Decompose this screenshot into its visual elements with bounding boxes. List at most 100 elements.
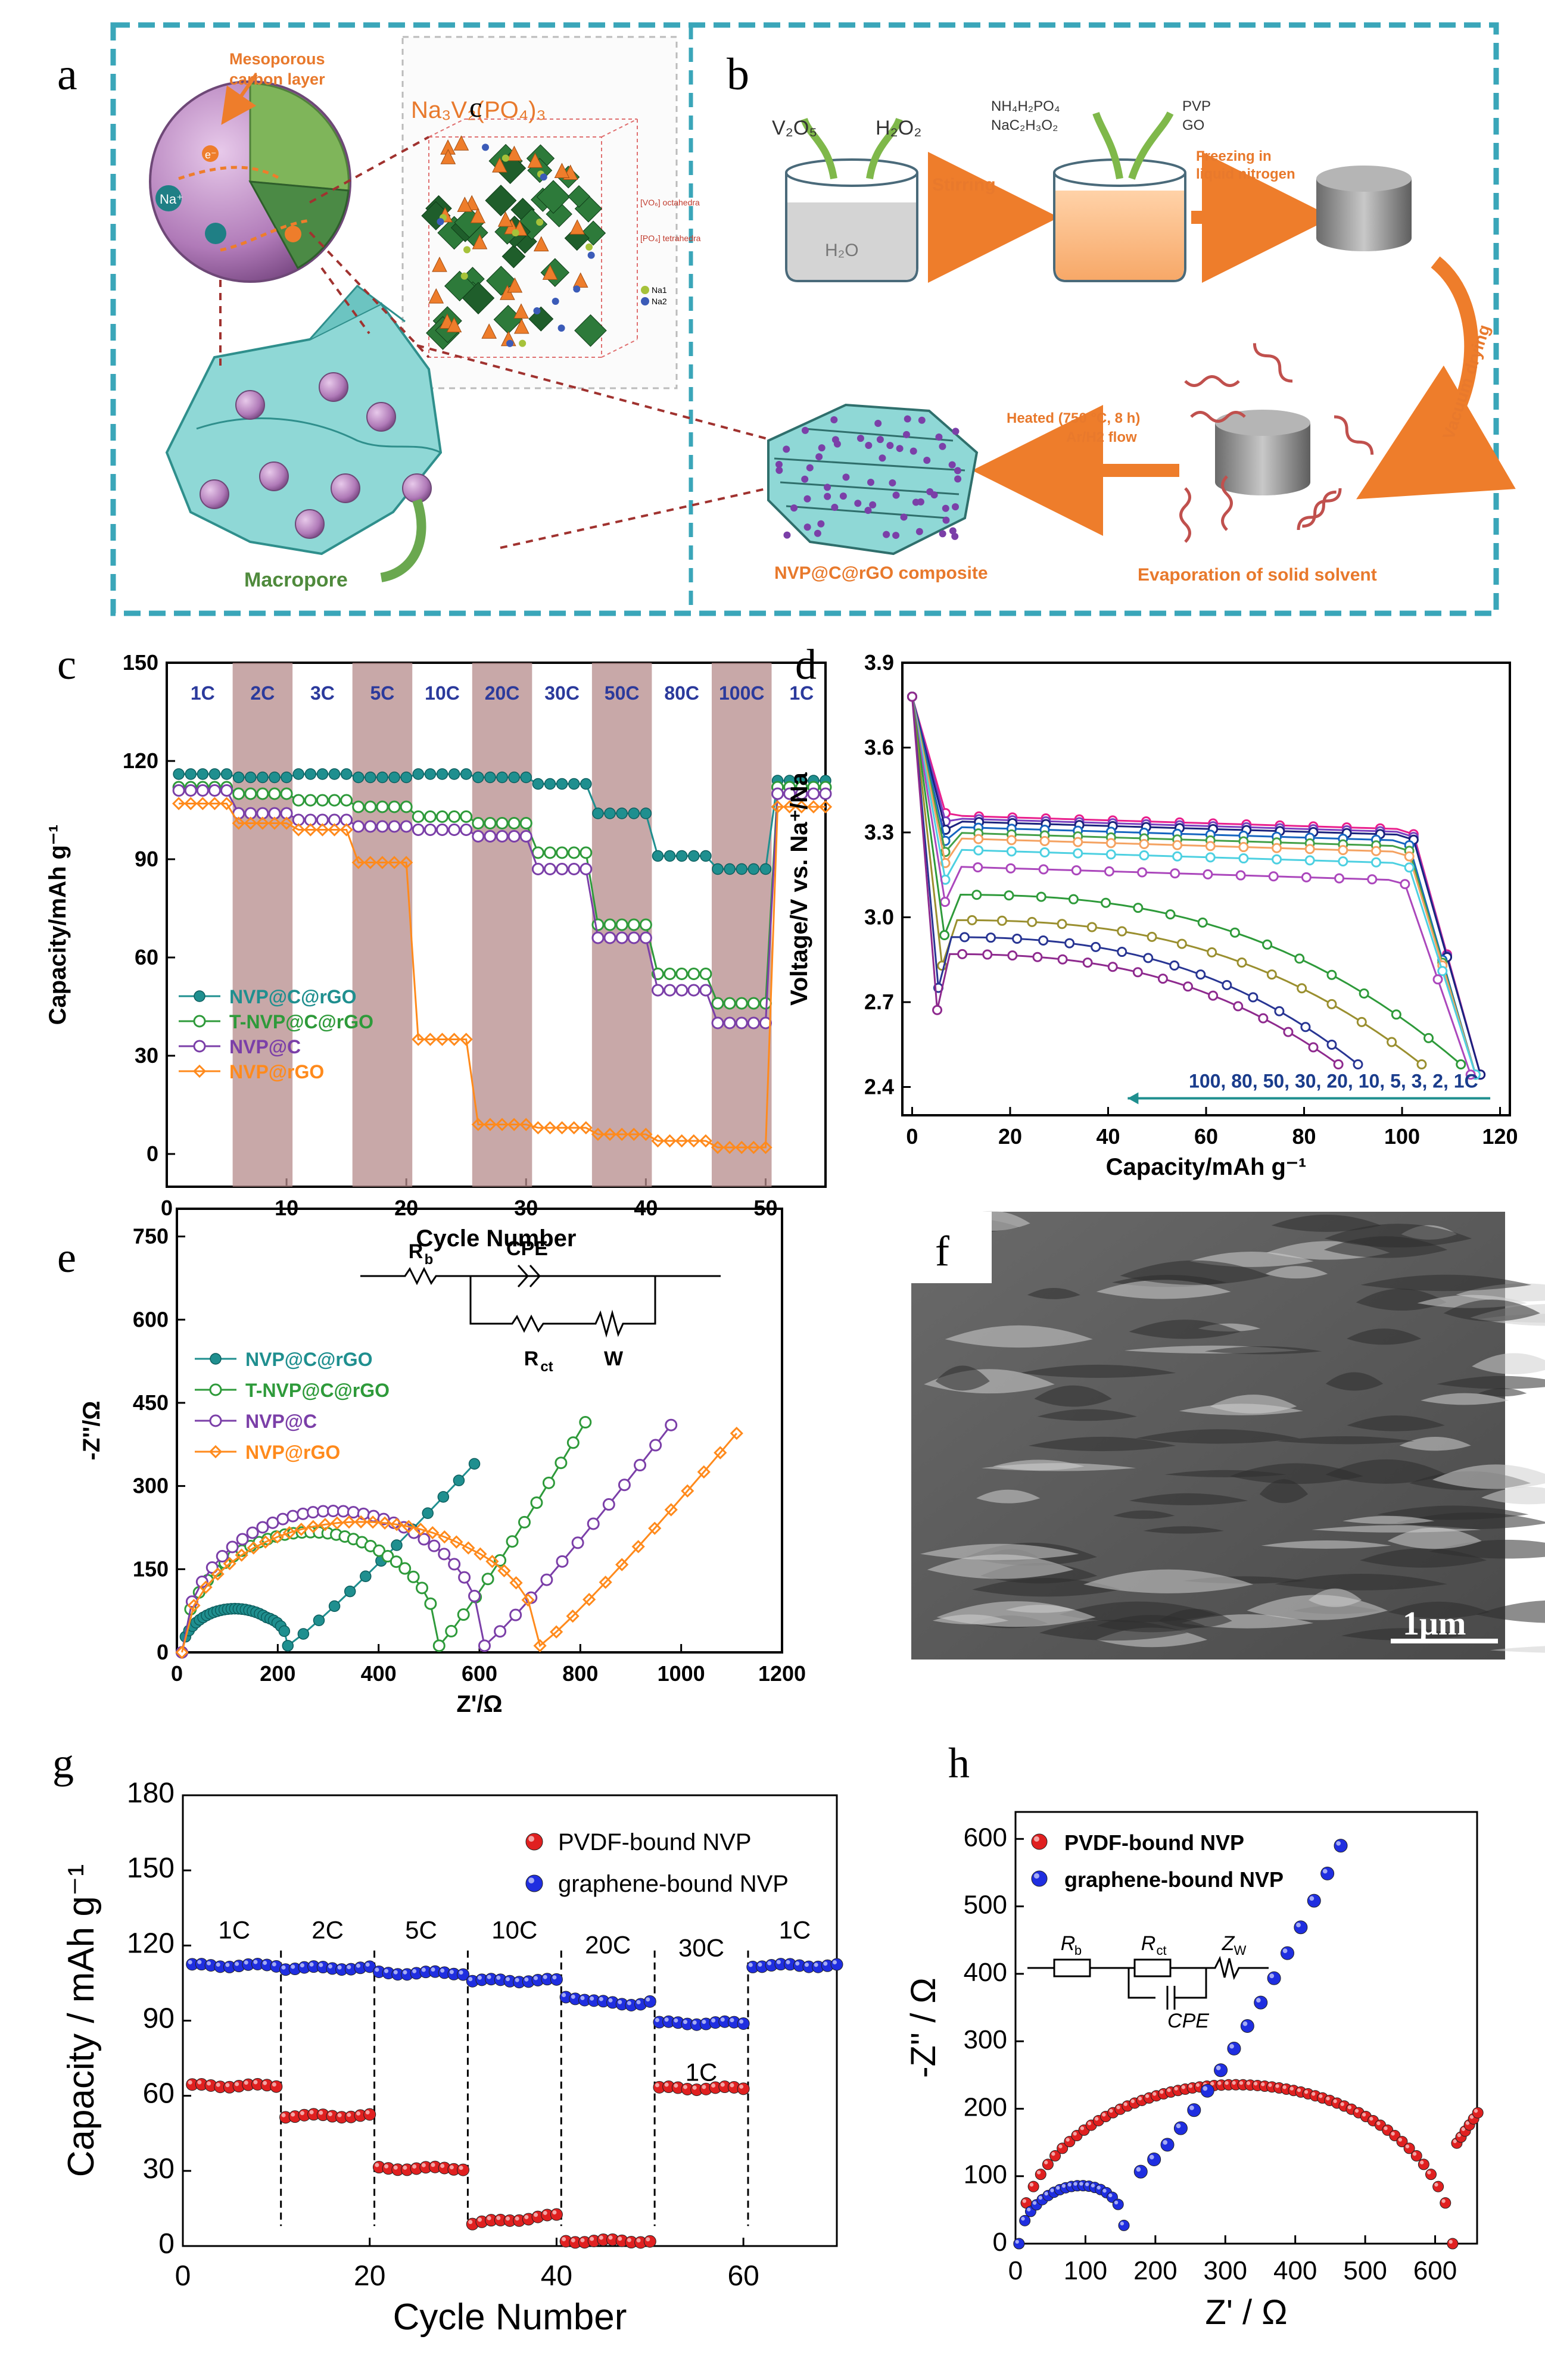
data-point [352, 771, 365, 784]
data-point-shine [590, 1996, 594, 2001]
data-point [603, 1127, 617, 1141]
data-point [806, 800, 821, 814]
v2o5-label: V₂O₅ [772, 117, 817, 139]
data-point [639, 931, 652, 944]
data-point-shine [627, 2001, 631, 2005]
po4-tetrahedron [481, 323, 497, 339]
composite-particle [918, 416, 926, 424]
data-point [364, 800, 377, 813]
discharge-curve [911, 696, 1462, 1065]
sem-flake [1308, 1588, 1362, 1607]
data-point [412, 810, 425, 823]
data-point-shine [347, 2113, 351, 2117]
rate-label: 80C [664, 682, 699, 704]
data-point [436, 824, 449, 836]
data-point [388, 771, 400, 784]
data-point-shine [590, 2236, 594, 2241]
panel-label-f: f [935, 1227, 949, 1275]
data-point [579, 1121, 593, 1135]
data-point [448, 810, 461, 823]
data-point [1425, 2169, 1437, 2181]
circuit-wire-b [1129, 1955, 1269, 1980]
y-tick-label: 600 [964, 1823, 1007, 1852]
rate-label: 100C [719, 682, 765, 704]
data-point [724, 863, 736, 875]
data-point [771, 800, 784, 814]
data-point [591, 931, 605, 944]
data-point [376, 800, 389, 813]
data-point-shine [1102, 2189, 1107, 2193]
data-point-shine [431, 1967, 435, 1972]
curve-point [1238, 853, 1249, 864]
data-point [651, 1134, 665, 1148]
curve-point [1338, 856, 1348, 867]
data-point [643, 1995, 656, 2008]
curve-point [1300, 1022, 1311, 1033]
data-point-shine [543, 2210, 547, 2215]
rate-label: 2C [250, 682, 275, 704]
data-point [376, 771, 388, 784]
legend-marker [209, 1383, 222, 1396]
x-axis-label: Cycle Number [393, 2297, 627, 2338]
x-tick-label: 400 [1273, 2256, 1317, 2285]
data-point-shine [375, 2163, 379, 2167]
data-point [556, 846, 569, 859]
curve-point [1197, 917, 1208, 928]
curve-point [1367, 874, 1378, 885]
curve-point [1082, 957, 1093, 968]
nyquist-point [424, 1597, 437, 1610]
nyquist-point [317, 1505, 330, 1518]
data-point-shine [1067, 2182, 1071, 2186]
data-point [460, 768, 472, 780]
curve-point [1207, 947, 1217, 957]
data-point-shine [1123, 2102, 1127, 2106]
data-point [830, 1958, 843, 1971]
data-point-shine [1021, 2217, 1025, 2221]
data-point [1447, 2238, 1459, 2250]
nvp-sphere [259, 461, 289, 491]
composite-particle [818, 444, 826, 452]
nyquist-point [235, 1548, 248, 1562]
beaker-2 [1053, 111, 1186, 282]
rate-label: 50C [605, 682, 640, 704]
curve-point [1258, 1013, 1269, 1024]
data-point-shine [1116, 2105, 1120, 2110]
data-point [232, 787, 245, 800]
composite-particle [923, 456, 931, 464]
data-point-shine [543, 1975, 547, 1979]
y-tick-label: 30 [135, 1043, 158, 1068]
data-point-shine [393, 2165, 398, 2170]
data-point [675, 968, 689, 980]
data-point-shine [1225, 2080, 1229, 2085]
circuit-parallel [469, 1276, 656, 1338]
data-point [447, 1033, 461, 1046]
data-point-shine [1304, 2090, 1309, 2094]
composite-particle [831, 504, 839, 511]
data-point [747, 1140, 761, 1155]
data-point-shine [1038, 2195, 1043, 2200]
data-point [388, 820, 401, 833]
data-point-shine [412, 1969, 417, 1973]
data-point-shine [337, 2113, 342, 2117]
data-point-shine [664, 2017, 669, 2022]
sem-flake [920, 1543, 1079, 1560]
curve-point [960, 932, 970, 943]
data-point-shine [244, 1960, 248, 1965]
nyquist-point [418, 1533, 431, 1546]
data-point [304, 823, 317, 837]
data-point-shine [1181, 2085, 1185, 2089]
data-point-shine [1457, 2133, 1461, 2138]
data-point-shine [235, 1961, 239, 1966]
data-point-shine [618, 2236, 622, 2241]
nyquist-point [407, 1570, 420, 1583]
curve-point [1007, 950, 1018, 961]
vo6-octahedron [444, 270, 475, 302]
nyquist-point [226, 1540, 239, 1554]
data-point [735, 1016, 748, 1030]
data-point-shine [1015, 2239, 1019, 2244]
curve-point [940, 897, 951, 907]
nyquist-point [664, 1503, 678, 1517]
data-point-shine [1027, 2207, 1031, 2211]
data-point [580, 863, 593, 875]
po4-tetrahedron [572, 272, 588, 288]
